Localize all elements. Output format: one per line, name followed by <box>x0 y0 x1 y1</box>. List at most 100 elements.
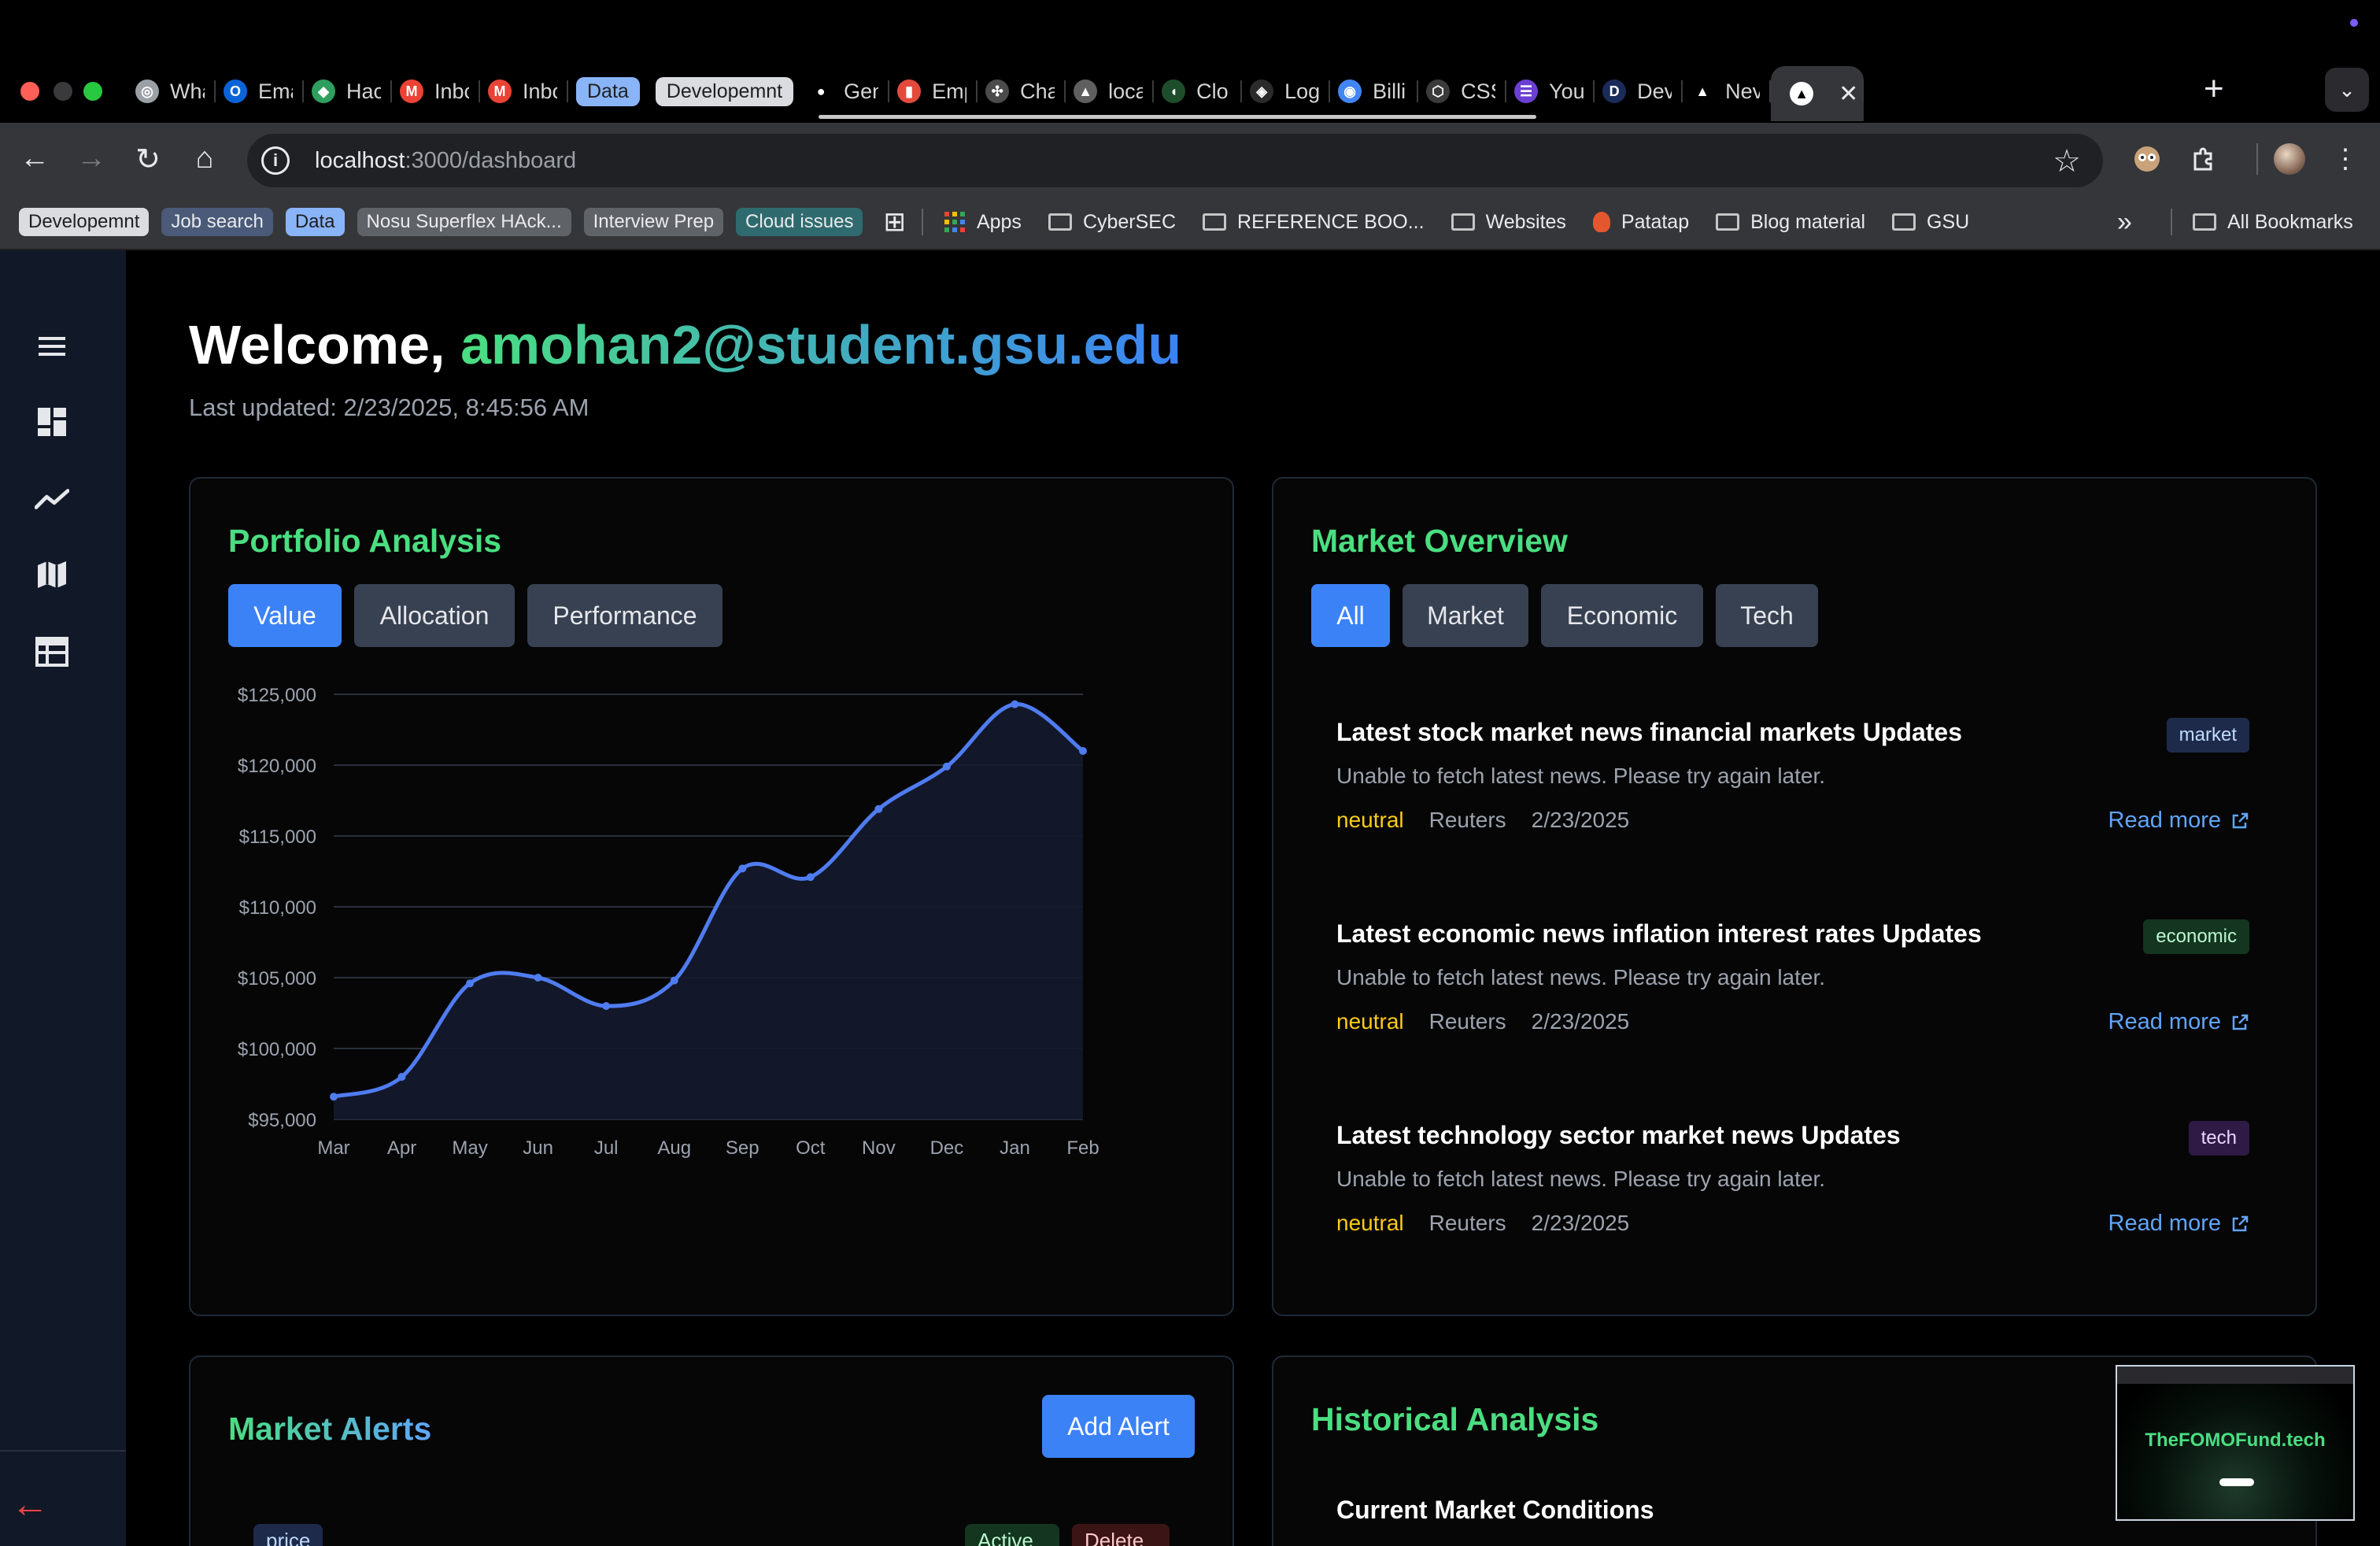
data-point[interactable] <box>602 1002 611 1010</box>
bookmark-group-chip[interactable]: Data <box>285 208 345 236</box>
collapse-sidebar-arrow-icon[interactable]: ← <box>11 1484 49 1526</box>
screenshot-preview-thumbnail[interactable]: TheFOMOFund.tech <box>2116 1365 2355 1521</box>
address-bar[interactable]: i localhost:3000/dashboard ☆ <box>247 134 2103 187</box>
reload-button[interactable]: ↻ <box>129 142 167 177</box>
tab-allocation[interactable]: Allocation <box>354 584 515 647</box>
data-point[interactable] <box>466 979 475 988</box>
browser-tab[interactable]: ▲ Nev <box>1683 66 1772 117</box>
map-icon[interactable] <box>35 557 69 592</box>
profile-avatar[interactable] <box>2249 139 2312 179</box>
browser-tab[interactable]: ▮ Emp <box>889 66 978 117</box>
bookmark-item[interactable]: Websites <box>1451 211 1566 234</box>
user-email: amohan2@student.gsu.edu <box>460 314 1182 375</box>
market-alerts-card: Market Alerts Add Alert price Active Del… <box>189 1356 1234 1546</box>
tab-title: Inbc <box>434 79 469 103</box>
bookmark-item[interactable]: Apps <box>944 211 1022 234</box>
data-point[interactable] <box>1011 700 1019 708</box>
filter-tech[interactable]: Tech <box>1716 584 1818 647</box>
bookmark-group-chip[interactable]: Nosu Superflex HAck... <box>357 208 571 236</box>
read-more-link[interactable]: Read more <box>2108 1211 2249 1237</box>
bookmark-group-chip[interactable]: Interview Prep <box>583 208 724 236</box>
sentiment-label: neutral <box>1336 1211 1404 1235</box>
all-bookmarks-button[interactable]: All Bookmarks <box>2193 211 2353 234</box>
tab-group-developemnt[interactable]: Developemnt <box>648 66 801 117</box>
bookmark-group-chip[interactable]: Job search <box>161 208 273 236</box>
tab-group-data[interactable]: Data <box>568 66 648 117</box>
trending-icon[interactable] <box>35 482 69 516</box>
dashboard-icon[interactable] <box>35 405 69 439</box>
browser-tab[interactable]: M Inbc <box>392 66 480 117</box>
table-icon[interactable] <box>35 634 69 669</box>
dev-icon: D <box>1602 80 1627 103</box>
extension-avatar-icon[interactable] <box>2127 139 2168 179</box>
tab-groups-grid-icon[interactable]: ⊞ <box>883 207 906 237</box>
folder-icon <box>1203 213 1227 231</box>
gmail-icon: M <box>488 80 512 103</box>
browser-tab[interactable]: ◆ Hac <box>304 66 392 117</box>
forward-button[interactable]: → <box>72 142 110 176</box>
app-sidebar: ← <box>0 250 126 1546</box>
browser-tab[interactable]: ✣ Cha <box>978 66 1066 117</box>
close-window-button[interactable] <box>20 82 39 101</box>
bookmark-group-chip[interactable]: Cloud issues <box>736 208 863 236</box>
menu-icon[interactable] <box>35 329 69 364</box>
bookmark-item[interactable]: Patatap <box>1592 211 1689 234</box>
data-point[interactable] <box>534 974 542 982</box>
extensions-puzzle-icon[interactable] <box>2183 139 2224 179</box>
tab-value[interactable]: Value <box>228 584 342 647</box>
active-browser-tab[interactable]: ▲ ✕ <box>1771 66 1864 121</box>
browser-tab[interactable]: ⬡ CSS <box>1418 66 1507 117</box>
read-more-link[interactable]: Read more <box>2108 808 2249 834</box>
sentiment-label: neutral <box>1336 808 1404 832</box>
tab-performance[interactable]: Performance <box>527 584 722 647</box>
browser-tab[interactable]: D Dev <box>1595 66 1683 117</box>
x-tick-label: Mar <box>317 1137 349 1159</box>
bookmark-item[interactable]: REFERENCE BOO... <box>1203 211 1425 234</box>
browser-tab[interactable]: ▲ loca <box>1066 66 1155 117</box>
trello-icon: ▮ <box>897 80 922 103</box>
data-point[interactable] <box>670 976 678 985</box>
bookmark-label: Apps <box>976 210 1022 233</box>
filter-market[interactable]: Market <box>1402 584 1528 647</box>
browser-tab[interactable]: O Ema <box>216 66 304 117</box>
browser-tab[interactable]: ◖ Clo <box>1154 66 1243 117</box>
data-point[interactable] <box>397 1073 406 1081</box>
bookmark-star-icon[interactable]: ☆ <box>2053 144 2081 179</box>
read-more-link[interactable]: Read more <box>2108 1009 2249 1035</box>
site-info-icon[interactable]: i <box>261 146 290 175</box>
y-tick-label: $115,000 <box>239 827 316 848</box>
close-tab-icon[interactable]: ✕ <box>1839 80 1859 107</box>
browser-menu-icon[interactable]: ⋮ <box>2332 144 2359 174</box>
home-button[interactable]: ⌂ <box>186 142 224 176</box>
reload-icon: ↻ <box>135 143 161 176</box>
data-point[interactable] <box>806 873 815 882</box>
alert-status-toggle[interactable]: Active <box>965 1524 1059 1546</box>
browser-tab[interactable]: ☰ You <box>1506 66 1595 117</box>
filter-economic[interactable]: Economic <box>1541 584 1703 647</box>
back-button[interactable]: ← <box>16 142 54 176</box>
bookmark-item[interactable]: CyberSEC <box>1048 211 1176 234</box>
maximize-window-button[interactable] <box>83 82 102 101</box>
new-tab-button[interactable]: + <box>2204 69 2224 108</box>
data-point[interactable] <box>1079 747 1087 755</box>
data-point[interactable] <box>942 762 951 771</box>
bookmark-item[interactable]: GSU <box>1892 211 1969 234</box>
minimize-window-button[interactable] <box>54 82 72 101</box>
alert-delete-button[interactable]: Delete <box>1072 1524 1170 1546</box>
data-point[interactable] <box>738 864 747 873</box>
browser-tab[interactable]: ◉ Billi <box>1330 66 1419 117</box>
filter-all[interactable]: All <box>1311 584 1390 647</box>
portfolio-value-chart: $95,000 $100,000 $105,000 $110,000 $115,000 $… <box>238 685 1099 1159</box>
more-bookmarks-button[interactable]: » <box>2117 206 2132 237</box>
browser-tab[interactable]: ◈ Log <box>1242 66 1331 117</box>
browser-tab[interactable]: M Inbc <box>480 66 568 117</box>
data-point[interactable] <box>330 1093 338 1101</box>
browser-tab[interactable]: ● Gen <box>801 66 890 117</box>
tab-search-button[interactable]: ⌄ <box>2325 68 2369 112</box>
bookmark-group-chip[interactable]: Developemnt <box>19 208 150 236</box>
browser-tab[interactable]: ◎ Wha <box>128 66 216 117</box>
bookmark-item[interactable]: Blog material <box>1716 211 1865 234</box>
data-point[interactable] <box>874 804 883 813</box>
series-line <box>333 702 1085 1099</box>
add-alert-button[interactable]: Add Alert <box>1042 1395 1195 1458</box>
